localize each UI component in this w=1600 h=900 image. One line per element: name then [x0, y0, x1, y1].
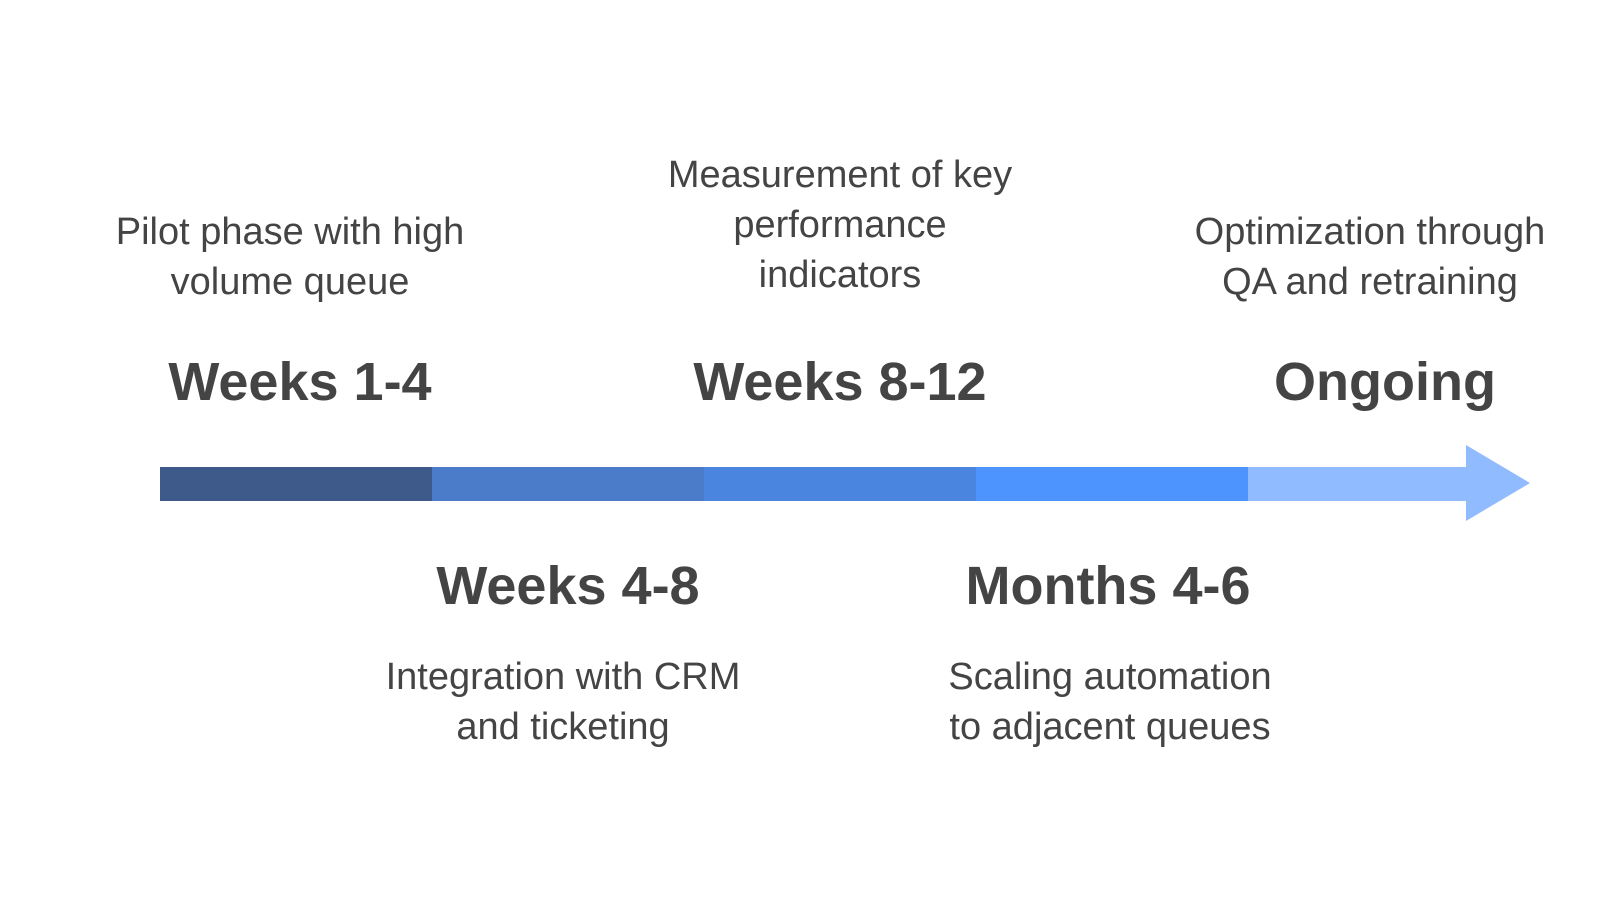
phase-3-period: Weeks 8-12 [693, 352, 987, 412]
phase-4-period: Months 4-6 [965, 556, 1251, 616]
segment-phase-3 [704, 467, 976, 501]
phase-1-period: Weeks 1-4 [168, 352, 432, 412]
phase-2-description: Integration with CRM and ticketing [385, 656, 741, 748]
timeline-arrow [160, 445, 1530, 521]
segment-phase-4 [976, 467, 1248, 501]
segment-phase-1 [160, 467, 432, 501]
phase-1-description: Pilot phase with high volume queue [115, 211, 465, 303]
phase-3-description: Measurement of key performance indicator… [667, 154, 1013, 296]
phase-5-description: Optimization through QA and retraining [1194, 211, 1546, 303]
segment-phase-5 [1248, 467, 1470, 501]
segment-phase-2 [432, 467, 704, 501]
phase-2-period: Weeks 4-8 [436, 556, 700, 616]
phase-5-period: Ongoing [1274, 352, 1496, 412]
phase-4-description: Scaling automation to adjacent queues [948, 656, 1272, 748]
arrowhead-icon [1466, 445, 1530, 521]
